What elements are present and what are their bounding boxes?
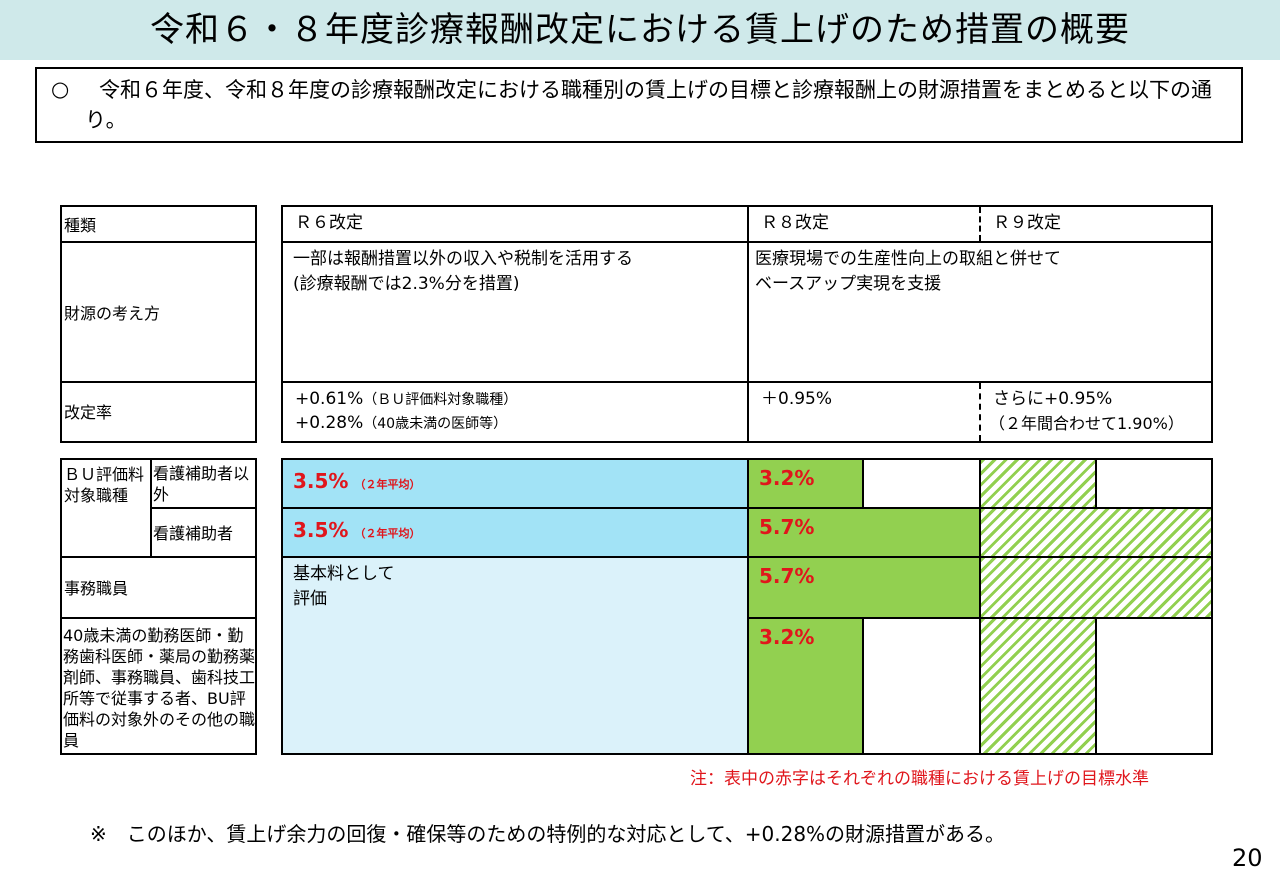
- label-young-doctors: 40歳未満の勤務医師・勤務歯科医師・薬局の勤務薬剤師、事務職員、歯科技工所等で従…: [60, 617, 257, 755]
- target-r6-non-nurse-aide: 3.5% （２年平均）: [281, 458, 749, 509]
- funding-r6: 一部は報酬措置以外の収入や税制を活用する (診療報酬では2.3%分を措置): [281, 241, 749, 383]
- rate-r6-bu: +0.61%: [295, 389, 364, 409]
- label-bu-group: ＢＵ評価料対象職種: [60, 458, 152, 558]
- page-number: 20: [1232, 844, 1263, 872]
- page-title: 令和６・８年度診療報酬改定における賃上げのため措置の概要: [150, 10, 1130, 50]
- hatch-r9-row1: [979, 458, 1097, 509]
- header-r6: Ｒ６改定: [281, 205, 749, 243]
- r9-divider-rate: [979, 383, 981, 441]
- bullet-circle: ○: [51, 77, 70, 101]
- label-rate: 改定率: [60, 381, 257, 443]
- target-r8-nurse-aide: 5.7%: [747, 507, 981, 558]
- intro-text: 令和６年度、令和８年度の診療報酬改定における職種別の賃上げの目標と診療報酬上の財…: [85, 78, 1212, 132]
- rate-r8: ＋0.95%: [761, 389, 833, 409]
- target-r8-clerical: 5.7%: [747, 556, 981, 619]
- r9-divider-header: [979, 207, 981, 241]
- rate-r9-line2: （２年間合わせて1.90%）: [989, 414, 1184, 433]
- target-r6-nurse-aide: 3.5% （２年平均）: [281, 507, 749, 558]
- red-target-note: 注：表中の赤字はそれぞれの職種における賃上げの目標水準: [690, 769, 1149, 789]
- target-r8-young-doctors: 3.2%: [747, 617, 864, 755]
- bottom-note: ※ このほか、賃上げ余力の回復・確保等のための特例的な対応として、+0.28%の…: [90, 822, 1006, 846]
- rate-r9-line1: さらに+0.95%: [993, 389, 1113, 409]
- funding-r8: 医療現場での生産性向上の取組と併せて ベースアップ実現を支援: [747, 241, 1213, 383]
- label-clerical: 事務職員: [60, 556, 257, 619]
- blank-r9-row1: [1095, 458, 1213, 509]
- target-r6-base: 基本料として 評価: [281, 556, 749, 755]
- label-bu-non-nurse-aide: 看護補助者以外: [150, 458, 257, 509]
- rate-r6-young: +0.28%: [295, 413, 364, 433]
- rate-r8-r9: ＋0.95% さらに+0.95% （２年間合わせて1.90%）: [747, 381, 1213, 443]
- hatch-r9-row4: [979, 617, 1097, 755]
- hatch-r9-row3: [979, 556, 1213, 619]
- rate-r6: +0.61%（ＢＵ評価料対象職種） +0.28%（40歳未満の医師等）: [281, 381, 749, 443]
- label-funding: 財源の考え方: [60, 241, 257, 383]
- blank-r9-row4: [1095, 617, 1213, 755]
- label-type: 種類: [60, 205, 257, 243]
- intro-box: ○ 令和６年度、令和８年度の診療報酬改定における職種別の賃上げの目標と診療報酬上…: [35, 67, 1243, 143]
- target-r8-non-nurse-aide: 3.2%: [747, 458, 864, 509]
- rate-r6-bu-note: （ＢＵ評価料対象職種）: [363, 392, 518, 408]
- blank-r8-row4: [862, 617, 981, 755]
- title-bar: 令和６・８年度診療報酬改定における賃上げのため措置の概要: [0, 0, 1280, 60]
- rate-r6-young-note: （40歳未満の医師等）: [363, 416, 508, 432]
- label-bu-nurse-aide: 看護補助者: [150, 507, 257, 558]
- hatch-r9-row2: [979, 507, 1213, 558]
- blank-r8-row1: [862, 458, 981, 509]
